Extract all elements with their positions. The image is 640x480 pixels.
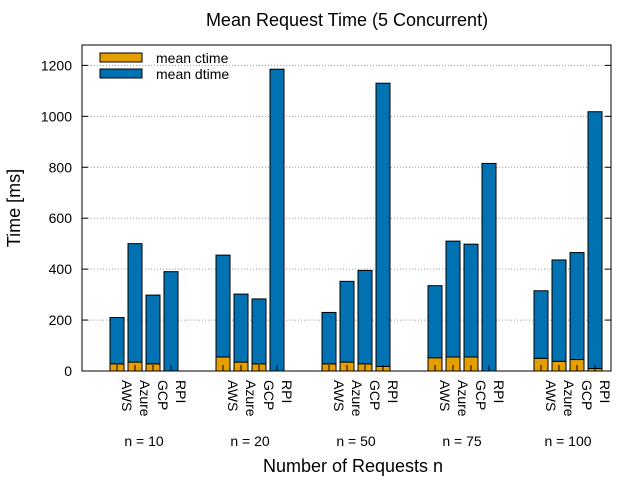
y-tick-label: 800 (49, 159, 73, 175)
x-tick-label: Azure (243, 380, 259, 417)
bar-segment-dtime (109, 317, 125, 365)
group-label: n = 75 (442, 433, 482, 449)
x-tick-label: Azure (561, 380, 577, 417)
x-tick-label: GCP (155, 380, 171, 410)
bar-segment-dtime (533, 290, 549, 359)
bar-segment-dtime (551, 259, 567, 362)
x-tick-label: AWS (225, 380, 241, 411)
x-tick-label: GCP (579, 380, 595, 410)
x-tick-label: RPI (279, 380, 295, 403)
y-axis-label: Time [ms] (4, 169, 24, 247)
x-tick-label: AWS (437, 380, 453, 411)
bar-segment-dtime (269, 68, 285, 372)
bar-segment-dtime (251, 298, 267, 365)
bars (109, 68, 603, 372)
bar-segment-dtime (569, 252, 585, 361)
legend-label: mean dtime (156, 66, 229, 82)
x-axis-label: Number of Requests n (263, 456, 443, 476)
x-tick-label: AWS (119, 380, 135, 411)
x-tick-label: Azure (349, 380, 365, 417)
x-tick-label: RPI (173, 380, 189, 403)
legend-label: mean ctime (156, 50, 229, 66)
group-label: n = 50 (336, 433, 376, 449)
x-tick-label: RPI (491, 380, 507, 403)
legend-swatch (99, 52, 143, 63)
bar-segment-dtime (145, 294, 161, 365)
bar-segment-dtime (233, 293, 249, 363)
bar-segment-dtime (481, 162, 497, 372)
chart-title: Mean Request Time (5 Concurrent) (206, 10, 488, 30)
group-label: n = 20 (230, 433, 270, 449)
bar-segment-dtime (587, 111, 603, 369)
bar-segment-dtime (445, 240, 461, 358)
y-tick-label: 1200 (41, 57, 72, 73)
x-tick-label: AWS (331, 380, 347, 411)
y-tick-label: 0 (64, 363, 72, 379)
y-tick-label: 200 (49, 312, 73, 328)
group-label: n = 100 (544, 433, 591, 449)
bar-segment-dtime (215, 254, 231, 358)
bar-segment-dtime (339, 280, 355, 363)
group-label: n = 10 (124, 433, 164, 449)
x-tick-label: Azure (137, 380, 153, 417)
bar-segment-dtime (321, 311, 337, 365)
bar-segment-dtime (357, 269, 373, 365)
bar-segment-dtime (427, 285, 443, 359)
y-tick-label: 600 (49, 210, 73, 226)
bar-segment-dtime (163, 271, 179, 372)
x-tick-label: GCP (473, 380, 489, 410)
bar-segment-dtime (375, 82, 391, 367)
bar-segment-dtime (463, 243, 479, 358)
x-tick-label: RPI (597, 380, 613, 403)
y-axis-ticks: 0 200 400 600 800 1000 1200 (41, 57, 611, 379)
legend-swatch (99, 68, 143, 79)
x-tick-label: GCP (261, 380, 277, 410)
x-tick-label: GCP (367, 380, 383, 410)
y-tick-label: 400 (49, 261, 73, 277)
y-tick-label: 1000 (41, 108, 72, 124)
bar-segment-dtime (127, 243, 143, 363)
x-tick-label: AWS (543, 380, 559, 411)
x-tick-label: RPI (385, 380, 401, 403)
x-tick-label: Azure (455, 380, 471, 417)
